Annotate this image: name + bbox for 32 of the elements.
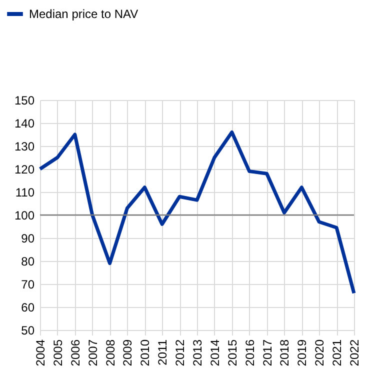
x-tick-label: 2012 bbox=[173, 339, 188, 366]
y-tick-label: 90 bbox=[21, 232, 35, 246]
y-tick-label: 100 bbox=[14, 208, 35, 222]
x-tick-label: 2022 bbox=[348, 339, 362, 366]
x-tick-label: 2016 bbox=[242, 339, 257, 366]
y-tick-label: 60 bbox=[21, 300, 35, 314]
x-tick-label: 2018 bbox=[278, 339, 292, 366]
x-tick-label: 2004 bbox=[34, 339, 48, 366]
x-tick-label: 2017 bbox=[260, 339, 274, 366]
x-tick-label: 2014 bbox=[208, 339, 222, 366]
x-tick-label: 2008 bbox=[103, 339, 118, 366]
x-tick-label: 2021 bbox=[330, 339, 344, 366]
x-tick-label: 2005 bbox=[50, 339, 65, 366]
y-tick-label: 120 bbox=[14, 162, 35, 176]
y-tick-label: 80 bbox=[21, 254, 35, 268]
y-tick-label: 70 bbox=[21, 278, 35, 292]
x-tick-label: 2019 bbox=[295, 339, 310, 366]
x-tick-label: 2013 bbox=[190, 339, 204, 366]
x-tick-label: 2009 bbox=[120, 339, 135, 366]
x-tick-label: 2007 bbox=[86, 339, 100, 366]
legend-label: Median price to NAV bbox=[29, 7, 138, 21]
x-tick-label: 2015 bbox=[225, 339, 240, 366]
x-tick-label: 2010 bbox=[138, 339, 152, 366]
x-tick-label: 2020 bbox=[312, 339, 327, 366]
x-tick-label: 2011 bbox=[156, 339, 170, 366]
line-series bbox=[38, 130, 356, 295]
y-tick-label: 50 bbox=[21, 324, 35, 338]
y-tick-label: 110 bbox=[15, 186, 35, 200]
y-tick-label: 130 bbox=[14, 140, 35, 154]
x-tick-label: 2006 bbox=[68, 339, 82, 366]
y-tick-label: 140 bbox=[14, 116, 35, 130]
y-tick-label: 150 bbox=[14, 94, 35, 108]
